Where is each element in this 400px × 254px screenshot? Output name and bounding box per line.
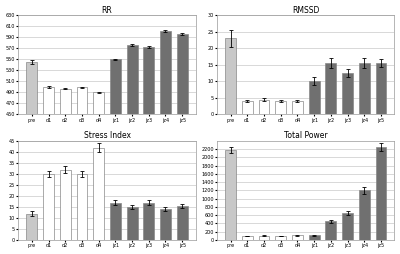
Bar	[26, 214, 37, 240]
Bar	[242, 101, 253, 114]
Title: Stress Index: Stress Index	[84, 131, 130, 140]
Bar	[225, 38, 236, 114]
Bar	[259, 236, 270, 240]
Title: RR: RR	[102, 6, 112, 14]
Title: RMSSD: RMSSD	[292, 6, 320, 14]
Bar	[292, 101, 303, 114]
Bar	[275, 101, 286, 114]
Bar	[177, 34, 188, 254]
Bar	[177, 206, 188, 240]
Bar	[292, 235, 303, 240]
Bar	[160, 31, 171, 254]
Bar	[259, 100, 270, 114]
Bar	[60, 170, 71, 240]
Bar	[359, 63, 370, 114]
Bar	[76, 87, 88, 254]
Bar	[43, 87, 54, 254]
Bar	[160, 209, 171, 240]
Bar	[309, 235, 320, 240]
Bar	[143, 47, 154, 254]
Bar	[60, 88, 71, 254]
Bar	[359, 190, 370, 240]
Bar	[110, 202, 121, 240]
Bar	[127, 207, 138, 240]
Bar	[309, 81, 320, 114]
Bar	[43, 174, 54, 240]
Bar	[93, 148, 104, 240]
Bar	[342, 73, 353, 114]
Bar	[26, 62, 37, 254]
Bar	[225, 150, 236, 240]
Bar	[376, 63, 386, 114]
Title: Total Power: Total Power	[284, 131, 328, 140]
Bar	[143, 202, 154, 240]
Bar	[242, 236, 253, 240]
Bar	[342, 213, 353, 240]
Bar	[376, 147, 386, 240]
Bar	[93, 92, 104, 254]
Bar	[326, 63, 336, 114]
Bar	[76, 174, 88, 240]
Bar	[275, 236, 286, 240]
Bar	[326, 221, 336, 240]
Bar	[110, 59, 121, 254]
Bar	[127, 45, 138, 254]
